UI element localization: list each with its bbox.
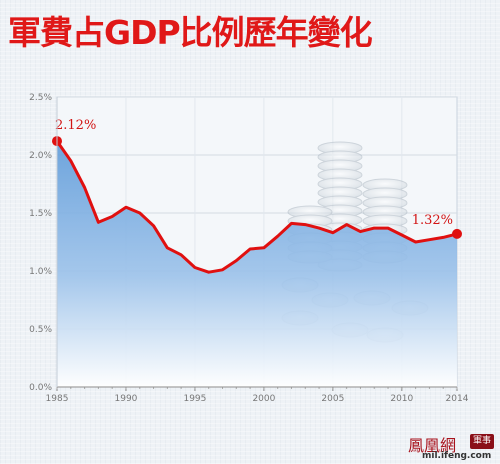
- chart-title: 軍費占GDP比例歷年變化: [8, 13, 373, 52]
- series-line: [55, 140, 458, 274]
- data-point: [193, 266, 196, 269]
- data-point: [235, 259, 238, 262]
- data-point: [290, 222, 293, 225]
- end-value-label: 1.32%: [412, 213, 453, 228]
- data-point: [221, 268, 224, 271]
- x-tick-label: 1990: [115, 394, 138, 404]
- data-point: [249, 247, 252, 250]
- data-point: [152, 224, 155, 227]
- y-tick-label: 2.0%: [29, 151, 52, 161]
- data-point: [304, 223, 307, 226]
- y-tick-label: 1.0%: [29, 267, 52, 277]
- data-point: [138, 212, 141, 214]
- brand-name: 鳳凰網: [408, 436, 457, 455]
- data-point: [207, 271, 210, 274]
- x-tick-label: 2000: [252, 394, 275, 404]
- data-point: [414, 241, 417, 243]
- end-point-marker: [452, 228, 462, 239]
- data-point: [97, 221, 100, 224]
- data-point: [428, 238, 431, 241]
- x-tick-label: 1995: [183, 394, 206, 404]
- data-point: [180, 253, 183, 256]
- brand-badge: 軍事: [470, 434, 494, 449]
- data-point: [400, 234, 403, 237]
- data-point: [124, 206, 127, 209]
- data-point: [345, 223, 348, 226]
- data-point: [387, 227, 390, 230]
- y-tick-label: 0.5%: [29, 325, 52, 335]
- data-point: [318, 227, 321, 230]
- brand-logo: 鳳凰網 軍事 mil.ifeng.com: [398, 432, 496, 462]
- x-tick-label: 2005: [321, 394, 344, 404]
- data-point: [69, 159, 72, 162]
- y-tick-label: 2.5%: [29, 93, 52, 103]
- axes-layer: 0.0% 0.5% 1.0% 1.5% 2.0% 2.5% 1985 1990 1995 2000…: [29, 93, 469, 404]
- series-layer: 2.12% 1.32%: [52, 118, 462, 387]
- data-point: [166, 246, 169, 249]
- y-tick-label: 1.5%: [29, 209, 52, 219]
- x-tick-label: 1985: [46, 394, 69, 404]
- data-point: [276, 235, 279, 238]
- data-point: [442, 236, 445, 239]
- x-tick-label: 2014: [446, 394, 469, 404]
- start-value-label: 2.12%: [55, 118, 96, 133]
- brand-url: mil.ifeng.com: [422, 451, 492, 461]
- area-fill: [57, 141, 457, 387]
- data-point: [331, 231, 334, 234]
- data-point: [111, 215, 114, 218]
- data-point: [83, 186, 86, 189]
- data-point: [359, 230, 362, 233]
- data-point: [373, 227, 376, 230]
- x-tick-label: 2010: [390, 394, 413, 404]
- data-point: [262, 246, 265, 249]
- y-tick-label: 0.0%: [29, 383, 52, 393]
